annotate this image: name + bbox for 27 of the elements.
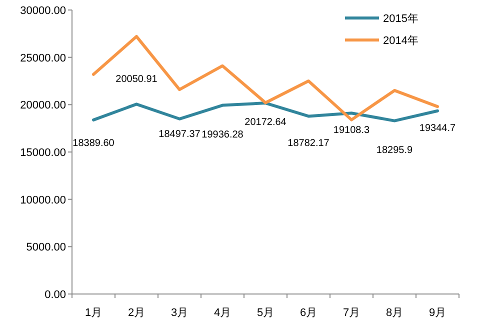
- y-tick-label: 10000.00: [20, 194, 66, 206]
- legend-label: 2015年: [383, 13, 418, 25]
- data-label: 18295.9: [376, 144, 414, 156]
- x-tick-label: 3月: [170, 307, 188, 319]
- data-label: 19936.28: [202, 129, 244, 140]
- y-tick-label: 20000.00: [20, 100, 66, 112]
- legend-label: 2014年: [383, 35, 418, 47]
- y-tick-label: 0.00: [44, 289, 66, 301]
- y-tick-label: 25000.00: [20, 52, 66, 64]
- x-tick-label: 4月: [214, 307, 232, 319]
- x-tick-label: 9月: [428, 307, 446, 319]
- x-tick-label: 1月: [84, 307, 102, 319]
- x-tick-label: 5月: [256, 307, 274, 319]
- y-tick-label: 5000.00: [26, 242, 66, 254]
- data-label: 18389.60: [72, 138, 115, 149]
- data-label: 19344.7: [419, 122, 456, 134]
- x-tick-label: 8月: [386, 307, 404, 319]
- data-label: 18782.17: [288, 138, 330, 150]
- data-label: 18497.37: [158, 128, 201, 140]
- y-tick-label: 15000.00: [20, 147, 66, 159]
- y-tick-label: 30000.00: [20, 5, 66, 17]
- data-label: 20172.64: [244, 117, 287, 128]
- x-tick-label: 2月: [128, 307, 146, 319]
- x-tick-label: 7月: [342, 307, 360, 319]
- data-label: 19108.3: [333, 125, 370, 136]
- x-tick-label: 6月: [300, 307, 318, 319]
- data-label: 20050.91: [116, 74, 158, 86]
